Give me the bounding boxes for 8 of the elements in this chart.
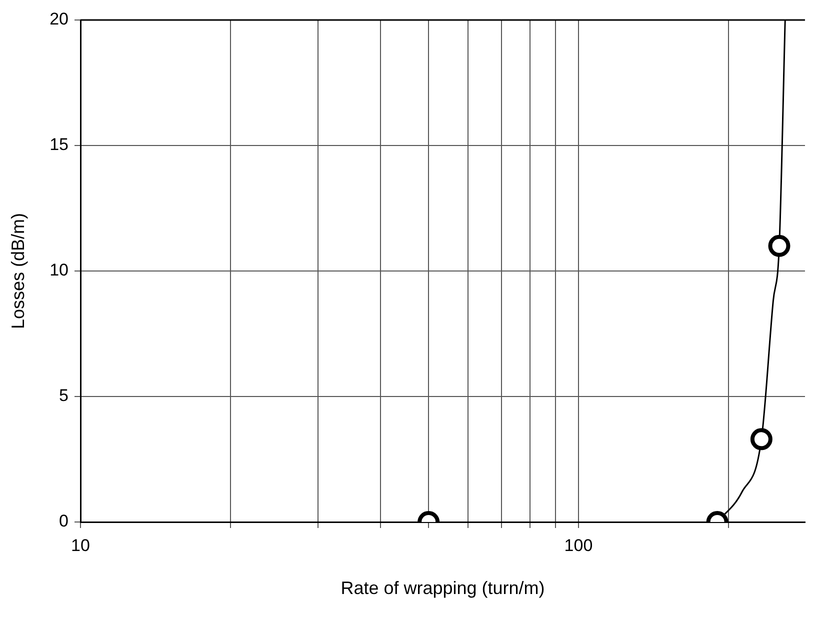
y-tick-label: 10 (50, 260, 69, 280)
y-axis-title: Losses (dB/m) (8, 212, 28, 330)
x-axis-title: Rate of wrapping (turn/m) (340, 578, 545, 598)
y-tick-label: 20 (50, 10, 69, 29)
y-tick-label: 5 (59, 386, 69, 406)
x-tick-label: 100 (564, 536, 593, 555)
y-tick-label: 0 (59, 512, 69, 531)
y-tick-label: 15 (50, 135, 69, 154)
